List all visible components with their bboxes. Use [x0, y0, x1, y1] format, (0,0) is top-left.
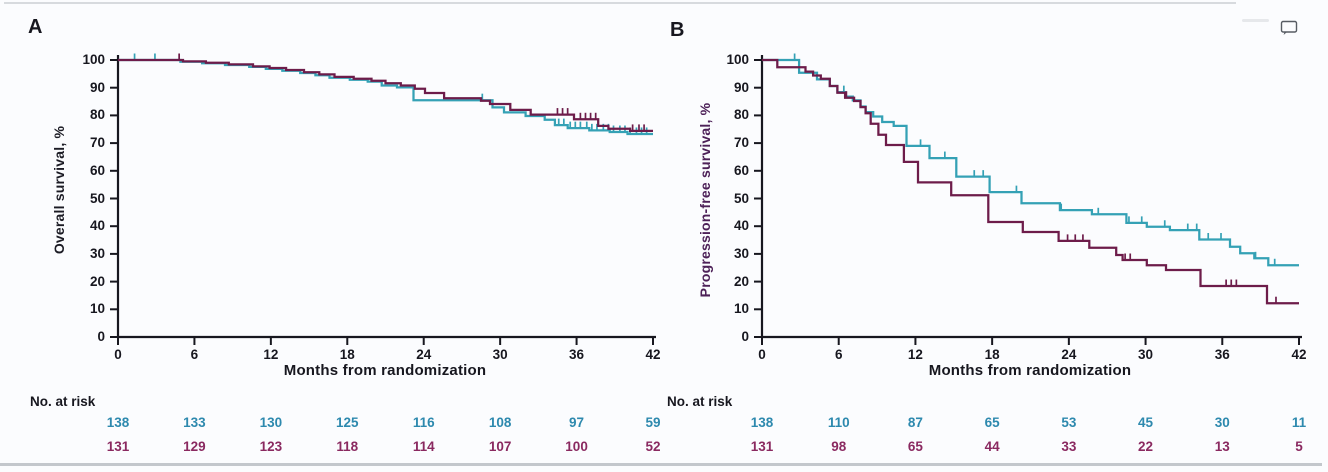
- panel-b-risk-table-label: No. at risk: [667, 394, 733, 409]
- risk-value: 33: [1061, 439, 1077, 454]
- risk-value: 116: [412, 415, 435, 430]
- window-bottom-edge: [0, 463, 1322, 466]
- risk-value: 114: [412, 439, 435, 454]
- risk-value: 125: [336, 415, 359, 430]
- risk-value: 97: [569, 415, 585, 430]
- y-tick-label: 100: [726, 52, 749, 67]
- y-tick-label: 70: [89, 135, 105, 151]
- x-tick-label: 30: [492, 347, 508, 362]
- x-tick-label: 12: [907, 347, 923, 362]
- panel-a-x-axis-title: Months from randomization: [283, 362, 487, 379]
- risk-value: 5: [1295, 439, 1303, 454]
- risk-value: 129: [183, 439, 206, 454]
- risk-value: 131: [750, 439, 774, 454]
- y-tick-label: 100: [82, 52, 105, 67]
- risk-value: 59: [645, 415, 661, 430]
- window-top-edge: [4, 2, 1236, 4]
- risk-value: 13: [1214, 439, 1230, 454]
- teal-survival-curve: [762, 58, 1299, 267]
- panel-a-risk-table-label: No. at risk: [30, 394, 96, 409]
- y-tick-label: 0: [741, 329, 749, 344]
- risk-value: 11: [1291, 415, 1307, 430]
- risk-value: 45: [1138, 415, 1154, 430]
- y-tick-label: 60: [89, 162, 105, 178]
- x-tick-label: 36: [569, 347, 585, 362]
- x-tick-label: 6: [190, 347, 199, 362]
- x-tick-label: 6: [834, 347, 843, 362]
- risk-value: 130: [259, 415, 283, 430]
- y-tick-label: 70: [733, 135, 749, 151]
- y-tick-label: 20: [89, 273, 105, 289]
- risk-value: 133: [183, 415, 206, 430]
- x-tick-label: 0: [114, 347, 122, 362]
- y-tick-label: 80: [89, 107, 105, 123]
- x-tick-label: 36: [1214, 347, 1230, 362]
- scroll-hint-dash: [1242, 19, 1269, 22]
- y-tick-label: 20: [733, 273, 749, 289]
- panel-a-label: A: [28, 16, 43, 38]
- x-tick-label: 0: [758, 347, 766, 362]
- axis-lines: [116, 55, 656, 339]
- maroon-survival-curve: [762, 58, 1299, 305]
- y-tick-label: 60: [733, 162, 749, 178]
- risk-value: 138: [106, 415, 130, 430]
- risk-value: 30: [1214, 415, 1230, 430]
- y-tick-label: 90: [89, 79, 105, 95]
- risk-value: 65: [907, 439, 923, 454]
- risk-value: 100: [565, 439, 588, 454]
- y-tick-label: 50: [89, 190, 105, 206]
- y-tick-label: 30: [733, 245, 749, 261]
- x-tick-label: 30: [1138, 347, 1154, 362]
- risk-value: 22: [1138, 439, 1154, 454]
- y-tick-label: 10: [89, 301, 105, 317]
- y-tick-label: 50: [733, 190, 749, 206]
- y-tick-label: 0: [97, 329, 105, 344]
- risk-value: 107: [488, 439, 512, 454]
- y-tick-label: 10: [733, 301, 749, 317]
- x-tick-label: 18: [339, 347, 355, 362]
- risk-value: 110: [827, 415, 850, 430]
- x-tick-label: 42: [645, 347, 661, 362]
- teal-survival-curve: [118, 58, 653, 136]
- y-tick-label: 40: [89, 218, 105, 234]
- x-tick-label: 24: [416, 347, 432, 362]
- risk-value: 65: [984, 415, 1000, 430]
- x-tick-label: 18: [984, 347, 1000, 362]
- risk-value: 44: [984, 439, 1000, 454]
- y-tick-label: 30: [89, 245, 105, 261]
- maroon-survival-curve: [118, 58, 653, 133]
- risk-value: 87: [907, 415, 923, 430]
- risk-value: 118: [336, 439, 359, 454]
- risk-value: 131: [106, 439, 130, 454]
- panel-b-x-axis-title: Months from randomization: [928, 362, 1132, 379]
- panel-b-label: B: [670, 19, 685, 41]
- comment-bubble-icon[interactable]: [1279, 20, 1299, 36]
- x-tick-label: 12: [263, 347, 279, 362]
- y-tick-label: 40: [733, 218, 749, 234]
- y-tick-label: 90: [733, 79, 749, 95]
- x-tick-label: 24: [1061, 347, 1077, 362]
- axis-lines: [760, 55, 1302, 339]
- risk-value: 98: [831, 439, 847, 454]
- risk-value: 138: [750, 415, 774, 430]
- y-tick-label: 80: [733, 107, 749, 123]
- risk-value: 53: [1061, 415, 1077, 430]
- x-tick-label: 42: [1291, 347, 1307, 362]
- risk-value: 123: [259, 439, 283, 454]
- risk-value: 52: [645, 439, 661, 454]
- risk-value: 108: [488, 415, 512, 430]
